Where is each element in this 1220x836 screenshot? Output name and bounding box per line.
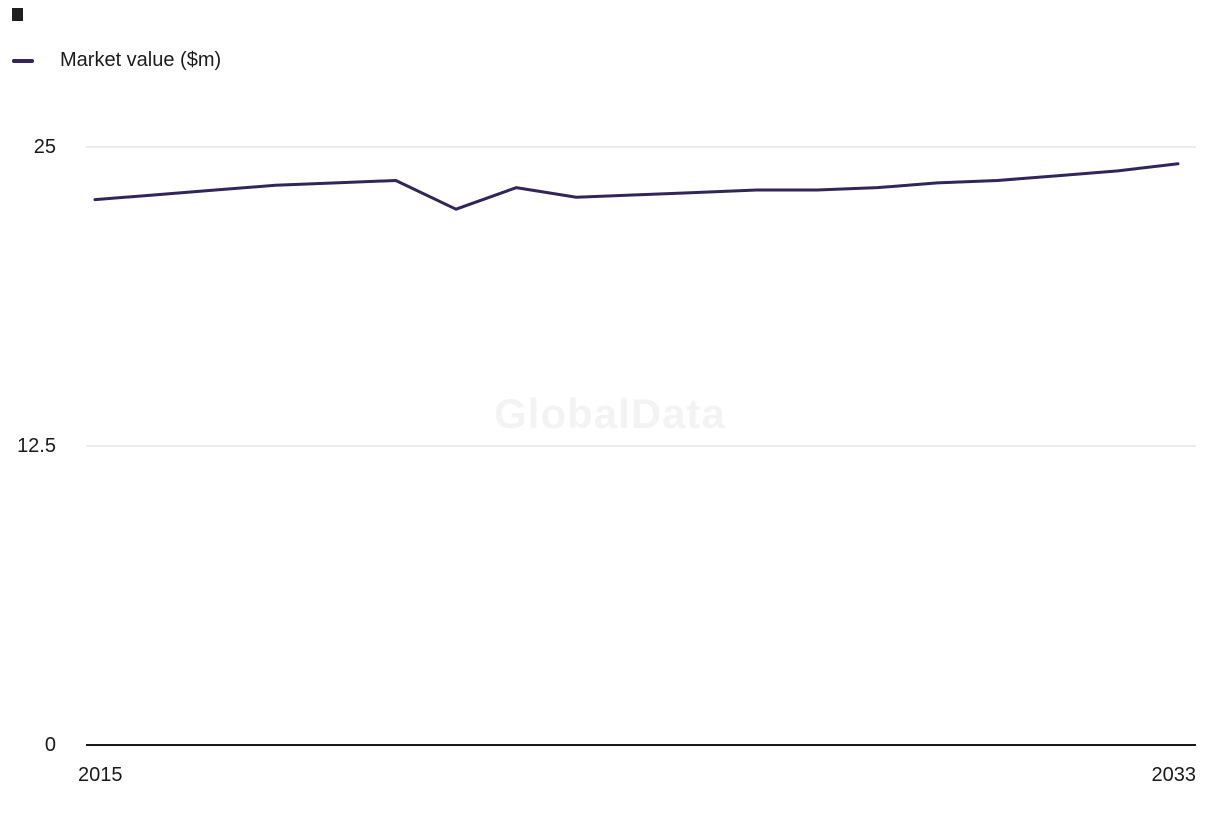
legend-line-swatch-icon	[12, 58, 34, 63]
y-axis-tick-12-5: 12.5	[17, 435, 56, 457]
legend: Market value ($m)	[12, 49, 221, 72]
y-axis-tick-0: 0	[44, 734, 56, 756]
x-axis-tick-2015: 2015	[78, 764, 123, 786]
y-axis-tick-25: 25	[33, 136, 56, 158]
corner-mark	[12, 8, 23, 21]
x-axis-tick-2033: 2033	[1151, 764, 1197, 786]
legend-label: Market value ($m)	[60, 49, 222, 71]
